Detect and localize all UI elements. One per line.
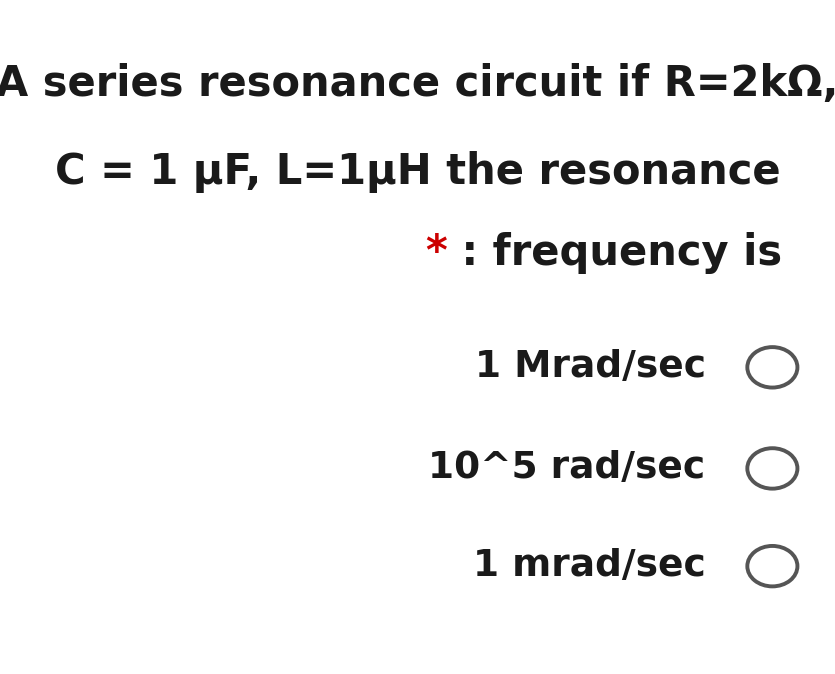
Text: 1 mrad/sec: 1 mrad/sec xyxy=(473,548,706,584)
Text: A series resonance circuit if R=2kΩ,: A series resonance circuit if R=2kΩ, xyxy=(0,63,835,105)
Text: 1 Mrad/sec: 1 Mrad/sec xyxy=(474,349,706,386)
Text: *: * xyxy=(425,232,447,274)
Text: 10^5 rad/sec: 10^5 rad/sec xyxy=(428,450,706,487)
Text: C = 1 μF, L=1μH the resonance: C = 1 μF, L=1μH the resonance xyxy=(54,151,781,193)
Text: : frequency is: : frequency is xyxy=(447,232,782,274)
